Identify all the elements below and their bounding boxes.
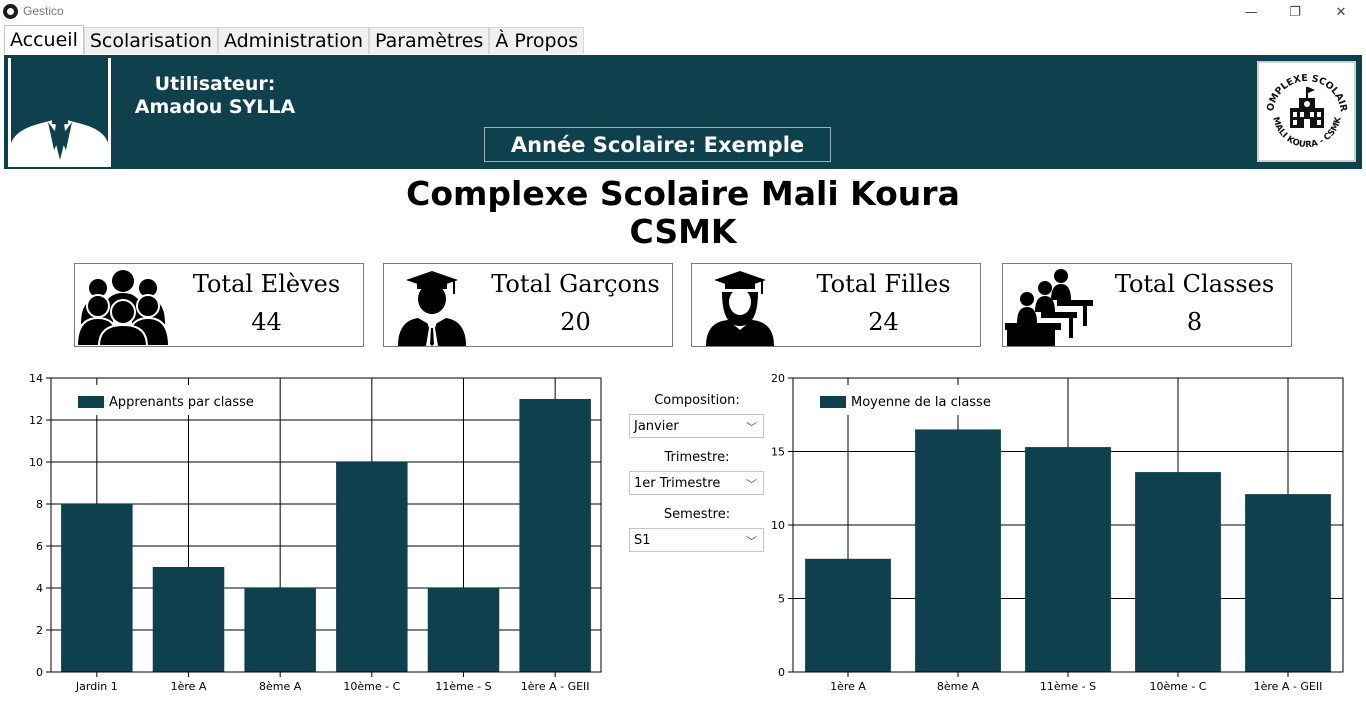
bar <box>61 504 133 672</box>
semestre-value: S1 <box>634 532 651 548</box>
legend-label: Apprenants par classe <box>109 395 254 410</box>
window-titlebar: Gestico — ❐ ✕ <box>0 0 1366 24</box>
stat-value: 44 <box>251 308 282 336</box>
menu-bar: Accueil Scolarisation Administration Par… <box>0 25 585 54</box>
stat-label: Total Garçons <box>491 270 660 298</box>
composition-value: Janvier <box>634 418 679 434</box>
y-tick-label: 20 <box>771 372 785 385</box>
chevron-down-icon: ﹀ <box>746 421 757 434</box>
y-tick-label: 0 <box>36 666 43 679</box>
bar <box>915 429 1001 672</box>
bar <box>1245 494 1331 672</box>
classroom-icon <box>1005 269 1093 346</box>
stat-value: 8 <box>1186 308 1203 336</box>
y-tick-label: 12 <box>29 414 43 427</box>
window-title: Gestico <box>23 4 64 18</box>
x-tick-label: 1ère A - GEII <box>1254 680 1323 693</box>
y-tick-label: 14 <box>29 372 43 385</box>
school-building-icon <box>1290 87 1324 128</box>
trimestre-label: Trimestre: <box>664 450 730 465</box>
tab-scolarisation[interactable]: Scolarisation <box>83 27 218 54</box>
x-tick-label: 1ère A <box>830 680 866 693</box>
x-tick-label: 10ème - C <box>1150 680 1207 693</box>
male-graduate-icon <box>398 271 466 346</box>
bar <box>244 588 316 672</box>
user-silhouette-icon <box>8 58 111 167</box>
user-avatar <box>8 58 111 167</box>
school-year-badge: Année Scolaire: Exemple <box>484 127 831 162</box>
close-button[interactable]: ✕ <box>1335 4 1347 20</box>
axis-frame <box>792 377 1344 673</box>
y-tick-label: 0 <box>778 666 785 679</box>
semestre-select[interactable]: S1 ﹀ <box>629 528 764 552</box>
chart-moyenne-de-la-classe: 0 5 10 15 20 1ère A 8ème A 11ème - S 10ème - C 1è… <box>771 372 1344 693</box>
y-tick-label: 5 <box>778 593 785 606</box>
bar <box>336 462 408 672</box>
tab-accueil[interactable]: Accueil <box>4 25 84 54</box>
tab-administration[interactable]: Administration <box>217 27 369 54</box>
bar <box>519 399 591 672</box>
tab-parametres[interactable]: Paramètres <box>368 27 490 54</box>
y-tick-label: 15 <box>771 446 785 459</box>
y-tick-label: 10 <box>29 456 43 469</box>
y-tick-label: 10 <box>771 519 785 532</box>
plot-area <box>50 377 602 673</box>
bar <box>1025 447 1111 672</box>
school-name: Complexe Scolaire Mali Koura <box>406 174 960 213</box>
group-people-icon <box>75 270 170 346</box>
bar <box>805 558 891 672</box>
trimestre-select[interactable]: 1er Trimestre ﹀ <box>629 471 764 495</box>
semestre-label: Semestre: <box>663 507 731 522</box>
chevron-down-icon: ﹀ <box>746 478 757 491</box>
stat-label: Total Filles <box>816 270 951 298</box>
stat-card-classes: Total Classes 8 <box>1002 263 1292 347</box>
app-logo-icon <box>3 4 18 19</box>
x-tick-label: 8ème A <box>937 680 980 693</box>
x-tick-label: 8ème A <box>259 680 302 693</box>
maximize-button[interactable]: ❐ <box>1289 4 1301 20</box>
minimize-button[interactable]: — <box>1244 4 1258 20</box>
legend-label: Moyenne de la classe <box>851 395 991 410</box>
user-label: Utilisateur: <box>154 73 276 95</box>
bar <box>427 588 500 672</box>
y-tick-label: 6 <box>36 540 43 553</box>
composition-label: Composition: <box>654 393 740 408</box>
stat-value: 24 <box>868 308 899 336</box>
axis-frame <box>50 377 602 673</box>
stat-card-eleves: Total Elèves 44 <box>74 263 364 347</box>
stat-label: Total Elèves <box>192 270 341 298</box>
x-tick-label: 1ère A - GEII <box>521 680 590 693</box>
header-banner: Utilisateur: Amadou SYLLA Année Scolaire… <box>4 55 1362 169</box>
chevron-down-icon: ﹀ <box>746 535 757 548</box>
x-tick-label: 11ème - S <box>1040 680 1096 693</box>
stat-card-filles: Total Filles 24 <box>691 263 981 347</box>
x-tick-label: 11ème - S <box>435 680 491 693</box>
x-tick-label: 1ère A <box>171 680 207 693</box>
chart-apprenants-par-classe: 0 2 4 6 8 10 12 14 Jardin 1 1ère A 8ème A 10ème - C… <box>29 372 602 693</box>
female-graduate-icon <box>706 271 774 346</box>
bar <box>152 567 225 672</box>
x-tick-label: Jardin 1 <box>75 680 118 693</box>
school-acronym: CSMK <box>629 212 737 251</box>
x-tick-label: 10ème - C <box>343 680 400 693</box>
school-title: Complexe Scolaire Mali Koura CSMK <box>0 175 1366 251</box>
stat-value: 20 <box>560 308 591 336</box>
composition-select[interactable]: Janvier ﹀ <box>629 414 764 438</box>
legend-swatch <box>78 396 104 408</box>
stat-card-garcons: Total Garçons 20 <box>383 263 673 347</box>
filters-panel: Composition: Janvier ﹀ Trimestre: 1er Tr… <box>629 380 765 552</box>
user-info: Utilisateur: Amadou SYLLA <box>110 73 320 119</box>
y-tick-label: 4 <box>36 582 43 595</box>
legend-swatch <box>820 396 846 408</box>
school-logo: COMPLEXE SCOLAIRE MALI KOURA - CSMK <box>1256 55 1356 162</box>
bar <box>1135 472 1221 672</box>
stat-label: Total Classes <box>1114 270 1275 298</box>
y-tick-label: 8 <box>36 498 43 511</box>
user-name: Amadou SYLLA <box>134 96 296 118</box>
trimestre-value: 1er Trimestre <box>634 475 721 491</box>
tab-a-propos[interactable]: À Propos <box>489 27 585 54</box>
y-tick-label: 2 <box>36 624 43 637</box>
